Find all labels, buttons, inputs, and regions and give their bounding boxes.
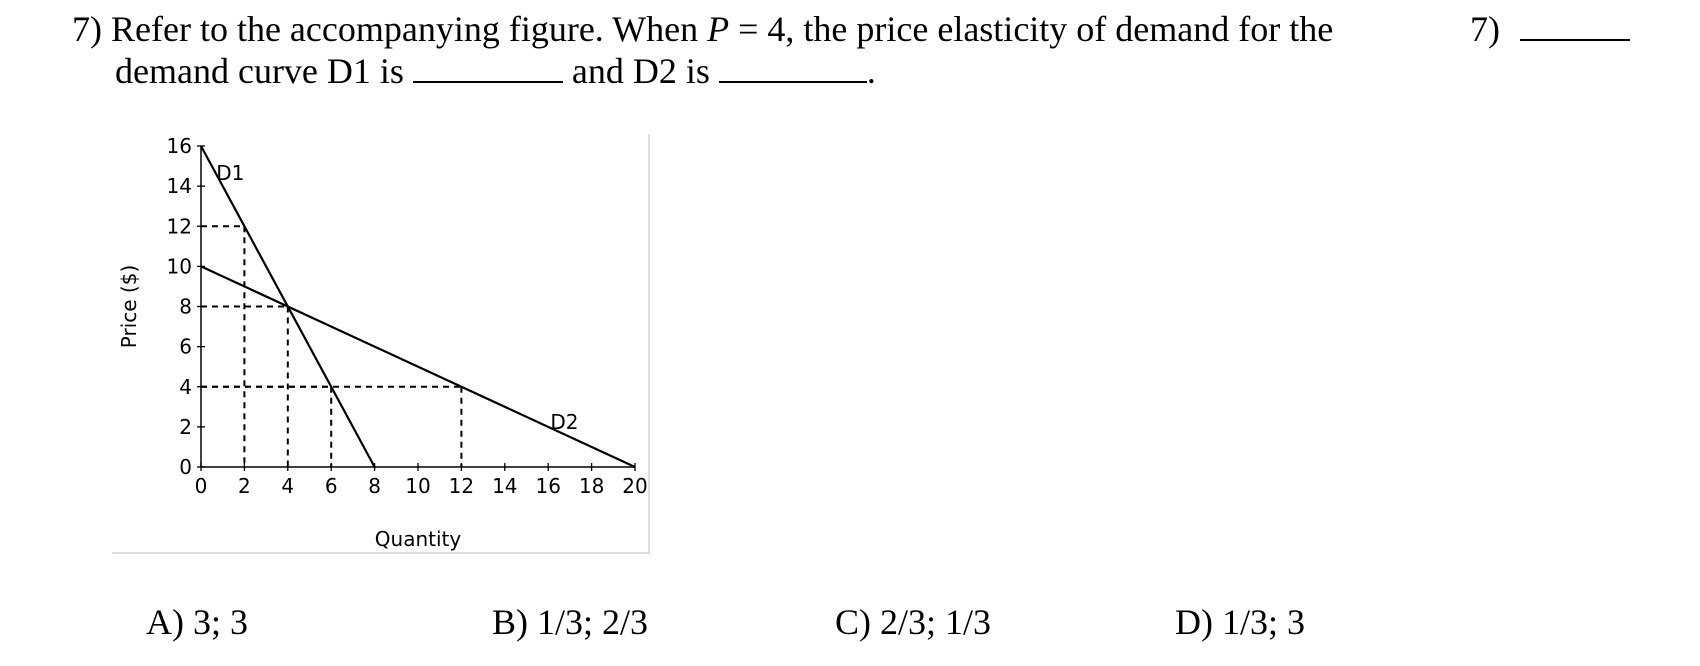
- question-text-part-4: and D2 is: [571, 51, 719, 91]
- choice-b[interactable]: B) 1/3; 2/3: [492, 602, 649, 642]
- question-text-end: .: [866, 51, 876, 91]
- y-tick-label: 8: [179, 295, 192, 319]
- y-tick-label: 4: [179, 375, 192, 399]
- question-text-part-2: = 4, the price elasticity of demand for …: [729, 9, 1334, 49]
- y-tick-label: 6: [179, 335, 192, 359]
- series-label-d2: D2: [550, 410, 578, 434]
- x-tick-label: 20: [622, 474, 647, 498]
- question-text-part-3: demand curve D1 is: [115, 51, 413, 91]
- y-tick-label: 10: [167, 254, 192, 278]
- x-axis-label: Quantity: [375, 527, 462, 551]
- x-tick-label: 4: [281, 474, 294, 498]
- x-tick-label: 16: [535, 474, 560, 498]
- x-tick-label: 6: [325, 474, 338, 498]
- chart-svg: 0 2 4 6 8 10 12 14 16 0 2 4 6 8 10 12 14 16 18 20 Quantity Pr…: [112, 134, 650, 554]
- question-number: 7): [72, 9, 102, 49]
- x-tick-label: 14: [492, 474, 517, 498]
- choice-a[interactable]: A) 3; 3: [146, 602, 248, 642]
- x-tick-label: 2: [238, 474, 251, 498]
- x-tick-label: 10: [405, 474, 430, 498]
- y-tick-label: 2: [179, 415, 192, 439]
- x-tick-label: 18: [579, 474, 604, 498]
- y-tick-label: 16: [167, 134, 192, 158]
- choice-c[interactable]: C) 2/3; 1/3: [835, 602, 992, 642]
- series-label-d1: D1: [216, 161, 244, 185]
- x-tick-label: 12: [449, 474, 474, 498]
- choice-d[interactable]: D) 1/3; 3: [1175, 602, 1305, 642]
- y-axis-label: Price ($): [117, 265, 141, 348]
- answer-blank: [1520, 39, 1630, 41]
- x-tick-label: 8: [368, 474, 381, 498]
- y-tick-label: 14: [167, 174, 192, 198]
- y-tick-label: 0: [179, 455, 192, 479]
- blank-d2: [718, 51, 867, 83]
- answer-slot-label: 7): [1470, 9, 1500, 49]
- blank-d1: [412, 51, 563, 83]
- demand-chart: 0 2 4 6 8 10 12 14 16 0 2 4 6 8 10 12 14 16 18 20 Quantity Pr…: [112, 134, 650, 554]
- series-line-d2: [200, 265, 636, 468]
- price-variable: P: [707, 9, 730, 49]
- y-tick-label: 12: [167, 214, 192, 238]
- question-line-1: 7) Refer to the accompanying figure. Whe…: [72, 8, 1333, 50]
- question-text-part-1: Refer to the accompanying figure. When: [111, 9, 708, 49]
- question-line-2: demand curve D1 is and D2 is .: [115, 50, 876, 92]
- x-tick-label: 0: [195, 474, 208, 498]
